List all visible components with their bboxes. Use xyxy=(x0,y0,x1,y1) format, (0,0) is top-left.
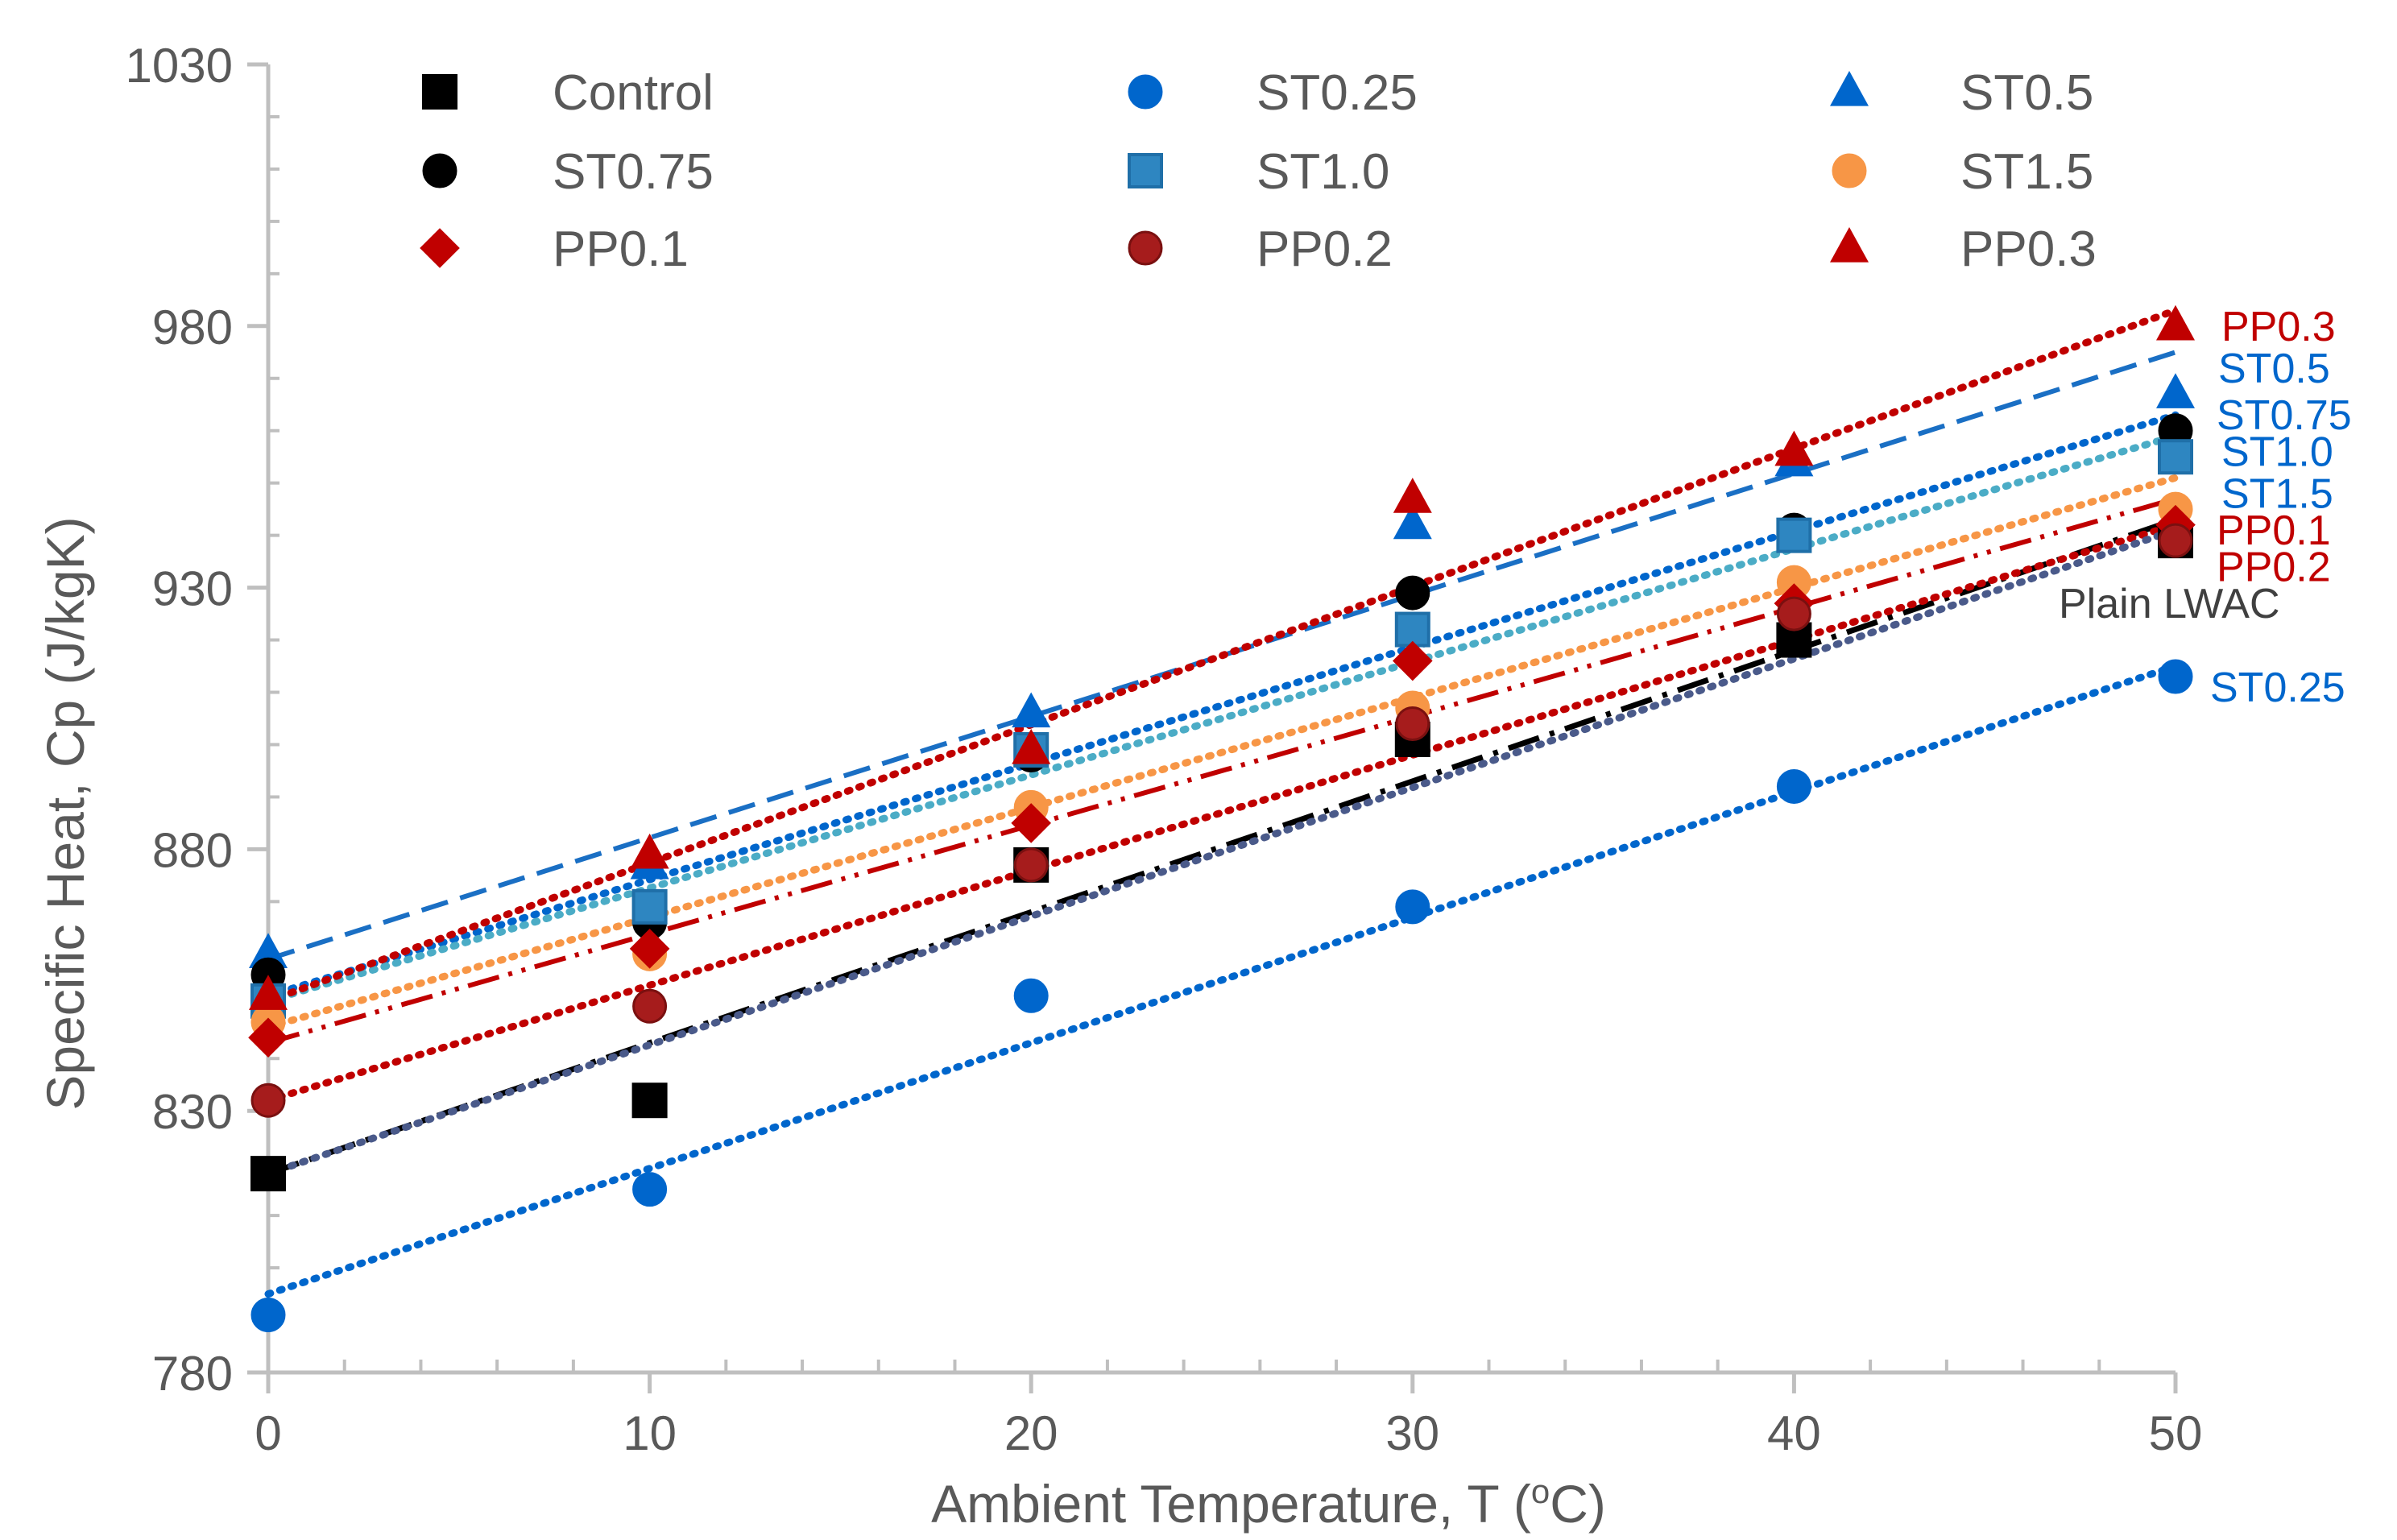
point-pp0-1 xyxy=(248,1017,288,1058)
legend-marker-st0-5 xyxy=(1830,70,1869,106)
point-st0-5 xyxy=(1393,503,1432,540)
point-st0-25 xyxy=(1776,768,1811,804)
end-label-pp0-1: PP0.1 xyxy=(2217,507,2331,554)
point-st1-0 xyxy=(1394,611,1430,648)
fit-line-pp0-3 xyxy=(264,306,2180,1005)
legend-label-st1-0: ST1.0 xyxy=(1256,144,1389,200)
legend-label-st0-75: ST0.75 xyxy=(553,144,714,200)
point-pp0-3 xyxy=(2156,304,2195,341)
point-st0-5 xyxy=(249,933,288,968)
axes: 780 830 880 930 980 1030 0 10 20 30 40 50 xyxy=(126,39,2203,1460)
point-pp0-2 xyxy=(1013,847,1049,883)
end-label-st0-5: ST0.5 xyxy=(2218,346,2330,392)
x-tick-label: 30 xyxy=(1385,1406,1439,1460)
point-st0-25 xyxy=(250,1298,286,1333)
point-st1-0 xyxy=(631,888,668,925)
fit-line-st0-25 xyxy=(264,662,2180,1298)
point-st1-0 xyxy=(1776,517,1812,553)
x-tick-label: 40 xyxy=(1767,1406,1821,1460)
point-pp0-1 xyxy=(629,929,670,969)
legend-label-pp0-1: PP0.1 xyxy=(553,221,689,277)
point-pp0-2 xyxy=(632,988,668,1024)
x-tick-label: 50 xyxy=(2149,1406,2203,1460)
y-tick-label: 930 xyxy=(152,562,233,616)
point-control xyxy=(250,1156,286,1192)
point-st0-25 xyxy=(632,1172,668,1207)
end-label-pp0-3: PP0.3 xyxy=(2221,304,2336,350)
x-axis-label-superscript: o xyxy=(1531,1472,1550,1510)
point-pp0-3 xyxy=(249,975,288,1010)
point-control xyxy=(631,1083,668,1119)
x-tick-label: 10 xyxy=(623,1406,677,1460)
fit-line-pp0-1 xyxy=(267,496,2176,1045)
legend-marker-pp0-1 xyxy=(420,228,460,268)
legend-marker-st1-5 xyxy=(1832,153,1867,188)
point-pp0-3 xyxy=(1393,478,1432,513)
y-tick-label: 880 xyxy=(152,823,233,877)
point-pp0-3 xyxy=(1774,430,1814,466)
x-axis-label: Ambient Temperature, T (oC) xyxy=(931,1472,1606,1534)
fit-line-st0-5 xyxy=(267,350,2176,962)
point-st0-5 xyxy=(1012,692,1051,728)
fit-line-st1-5 xyxy=(264,474,2180,1031)
legend: Control ST0.25 ST0.5 ST0.75 ST1.0 ST1.5 PP0.1 P… xyxy=(420,65,2097,277)
legend-label-pp0-3: PP0.3 xyxy=(1960,221,2097,277)
y-tick-label: 1030 xyxy=(126,39,233,93)
point-pp0-3 xyxy=(1012,728,1051,764)
point-st0-25 xyxy=(1395,889,1430,925)
end-label-plain-lwac: Plain LWAC xyxy=(2059,581,2280,627)
point-pp0-2 xyxy=(250,1083,286,1118)
end-label-st0-25: ST0.25 xyxy=(2210,664,2345,711)
end-label-st1-5: ST1.5 xyxy=(2221,471,2333,518)
end-labels: PP0.3ST0.5ST0.75ST1.0ST1.5PP0.1PP0.2Plai… xyxy=(2059,304,2352,711)
point-pp0-3 xyxy=(630,833,669,869)
point-pp0-2 xyxy=(2158,523,2193,558)
end-label-pp0-2: PP0.2 xyxy=(2217,544,2331,591)
point-st1-0 xyxy=(2158,439,2193,475)
legend-marker-st0-25 xyxy=(1128,74,1163,110)
point-pp0-1 xyxy=(1393,640,1433,681)
fit-line-st0-75 xyxy=(264,411,2180,1000)
end-label-st1-0: ST1.0 xyxy=(2221,429,2333,476)
x-axis-label-tail: C) xyxy=(1550,1474,1606,1534)
y-tick-label: 980 xyxy=(152,300,233,354)
point-st0-25 xyxy=(2158,659,2193,694)
point-st0-5 xyxy=(2156,373,2195,408)
legend-label-control: Control xyxy=(553,65,714,121)
fit-line-st1-0 xyxy=(264,432,2180,1005)
fit-line-control xyxy=(267,516,2177,1177)
fit-line-plain-lwac xyxy=(264,526,2180,1178)
fit-line-pp0-2 xyxy=(264,521,2180,1104)
legend-label-pp0-2: PP0.2 xyxy=(1256,221,1393,277)
x-tick-label: 0 xyxy=(255,1406,281,1460)
legend-label-st0-25: ST0.25 xyxy=(1256,65,1418,121)
end-label-st0-75: ST0.75 xyxy=(2217,392,2352,439)
y-tick-label: 780 xyxy=(152,1347,233,1401)
x-axis-label-main: Ambient Temperature, T ( xyxy=(931,1474,1531,1534)
y-axis-label: Specific Heat, Cp (J/kgK) xyxy=(35,516,95,1110)
point-pp0-1 xyxy=(1011,803,1051,843)
y-tick-label: 830 xyxy=(152,1085,233,1139)
fit-lines xyxy=(264,306,2180,1298)
point-pp0-2 xyxy=(1395,706,1430,741)
legend-marker-st1-0 xyxy=(1128,153,1163,188)
data-points xyxy=(248,304,2196,1333)
x-tick-label: 20 xyxy=(1004,1406,1058,1460)
legend-marker-pp0-3 xyxy=(1830,226,1869,263)
point-st0-75 xyxy=(1395,575,1430,611)
legend-marker-pp0-2 xyxy=(1128,230,1163,266)
legend-label-st1-5: ST1.5 xyxy=(1960,144,2093,200)
legend-label-st0-5: ST0.5 xyxy=(1960,65,2093,121)
point-pp0-2 xyxy=(1776,596,1811,631)
legend-marker-control xyxy=(422,74,457,110)
legend-marker-st0-75 xyxy=(422,153,457,188)
point-st0-25 xyxy=(1013,978,1049,1013)
